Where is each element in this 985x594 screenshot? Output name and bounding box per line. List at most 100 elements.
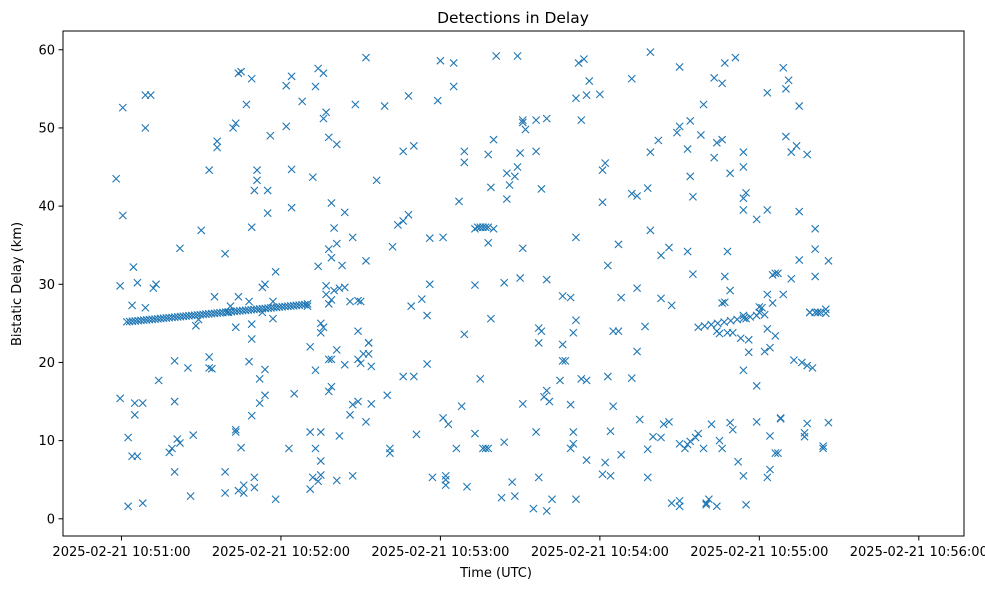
- data-point: [758, 303, 766, 312]
- data-point-stroke: [492, 52, 501, 61]
- data-point-stroke: [781, 84, 790, 93]
- data-point: [792, 141, 801, 150]
- data-point: [752, 311, 761, 320]
- data-point: [771, 331, 780, 340]
- data-point: [484, 150, 493, 159]
- data-point: [561, 356, 570, 365]
- data-point: [441, 471, 450, 480]
- data-point: [332, 476, 341, 485]
- data-point-stroke: [261, 365, 269, 374]
- data-point-stroke: [672, 128, 681, 137]
- data-point: [327, 355, 336, 364]
- data-point-stroke: [763, 324, 772, 333]
- data-point: [129, 263, 138, 272]
- data-point-stroke: [306, 428, 315, 437]
- data-point: [542, 506, 551, 515]
- data-point: [255, 374, 264, 383]
- data-point-stroke: [601, 458, 610, 467]
- data-point-stroke: [728, 425, 737, 434]
- data-point: [577, 374, 586, 383]
- data-point: [231, 323, 240, 332]
- plot-area: [63, 31, 964, 536]
- data-point: [803, 150, 812, 159]
- data-point-stroke: [518, 116, 527, 125]
- data-point: [250, 186, 259, 195]
- data-point-stroke: [484, 223, 493, 232]
- data-point-stroke: [771, 269, 780, 278]
- data-point-stroke: [534, 338, 543, 347]
- data-point-stroke: [561, 356, 570, 365]
- data-point-stroke: [319, 114, 328, 123]
- data-point: [720, 272, 729, 281]
- data-point-stroke: [423, 311, 432, 320]
- data-point-stroke: [141, 123, 150, 132]
- data-point-stroke: [489, 224, 498, 233]
- data-point-stroke: [183, 363, 192, 372]
- data-point-stroke: [486, 314, 495, 323]
- data-point: [598, 470, 607, 479]
- data-point-stroke: [128, 317, 137, 326]
- data-point-stroke: [633, 347, 642, 356]
- data-point-stroke: [308, 473, 317, 482]
- data-point: [322, 281, 331, 290]
- data-point: [476, 374, 485, 383]
- data-point: [319, 114, 328, 123]
- data-point: [763, 290, 772, 299]
- data-point: [712, 502, 721, 511]
- data-point-stroke: [739, 471, 748, 480]
- data-point-stroke: [733, 315, 742, 324]
- data-point-stroke: [455, 197, 464, 206]
- data-point-stroke: [152, 280, 161, 289]
- data-point-stroke: [247, 411, 256, 420]
- data-point-stroke: [436, 56, 445, 65]
- data-point: [739, 163, 748, 172]
- data-point-stroke: [797, 358, 806, 367]
- data-point: [742, 188, 751, 197]
- data-point: [723, 247, 732, 256]
- data-point: [346, 410, 355, 419]
- data-point: [819, 442, 828, 451]
- data-point-stroke: [654, 136, 663, 145]
- data-point-stroke: [364, 349, 373, 358]
- data-point: [556, 376, 565, 385]
- data-point: [532, 116, 541, 125]
- data-point: [760, 347, 769, 356]
- data-point: [290, 389, 299, 398]
- data-point-stroke: [433, 96, 442, 105]
- data-point-stroke: [231, 428, 240, 437]
- data-point-stroke: [755, 302, 764, 311]
- data-point-stroke: [362, 256, 370, 265]
- data-point: [755, 302, 764, 311]
- data-point-stroke: [393, 220, 402, 229]
- data-point: [609, 402, 618, 411]
- data-point-stroke: [742, 500, 751, 509]
- data-point: [116, 281, 125, 290]
- data-point: [811, 245, 820, 254]
- data-point-stroke: [787, 274, 796, 283]
- data-point: [444, 420, 453, 429]
- data-point: [356, 359, 365, 368]
- data-point-stroke: [444, 420, 453, 429]
- data-point-stroke: [316, 319, 325, 328]
- data-point: [691, 433, 700, 442]
- data-point-stroke: [362, 417, 370, 426]
- data-point-stroke: [566, 444, 575, 453]
- data-point-stroke: [688, 192, 697, 201]
- data-point: [330, 224, 339, 232]
- data-point-stroke: [696, 130, 705, 139]
- data-point: [247, 320, 256, 329]
- data-point: [582, 91, 591, 100]
- data-point-stroke: [207, 309, 216, 318]
- data-point: [425, 280, 434, 289]
- data-point-stroke: [510, 492, 519, 501]
- data-point-stroke: [330, 286, 339, 295]
- data-point: [659, 420, 668, 429]
- data-point-stroke: [532, 116, 541, 125]
- data-point: [423, 311, 432, 320]
- data-point-stroke: [264, 304, 273, 313]
- data-point-stroke: [720, 318, 729, 327]
- data-point: [569, 328, 578, 337]
- data-point: [271, 495, 280, 504]
- data-point: [516, 274, 525, 283]
- data-point-stroke: [452, 444, 461, 453]
